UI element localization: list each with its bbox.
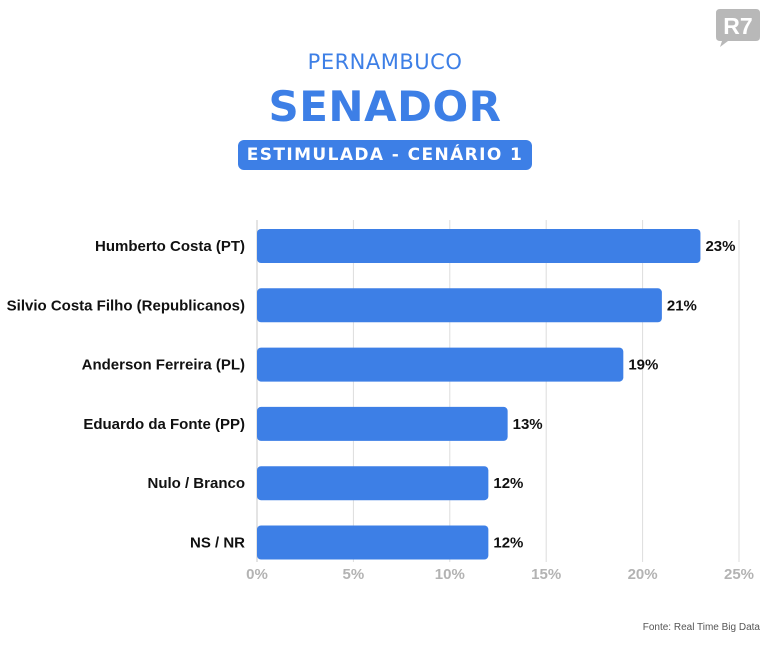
x-tick-label: 10% xyxy=(435,566,465,583)
source-note: Fonte: Real Time Big Data xyxy=(642,622,760,633)
value-label: 12% xyxy=(493,475,523,492)
state-label: PERNAMBUCO xyxy=(307,50,463,74)
bar xyxy=(257,406,508,441)
value-label: 19% xyxy=(628,357,658,374)
x-tick-label: 15% xyxy=(531,566,561,583)
category-label: Nulo / Branco xyxy=(147,475,245,492)
x-tick-label: 0% xyxy=(246,566,268,583)
x-tick-label: 25% xyxy=(724,566,754,583)
r7-logo-text: R7 xyxy=(723,13,752,39)
bar xyxy=(257,525,489,560)
bar xyxy=(257,466,489,501)
bar xyxy=(257,229,701,263)
value-label: 21% xyxy=(667,297,697,314)
category-label: Silvio Costa Filho (Republicanos) xyxy=(7,297,245,314)
x-tick-label: 5% xyxy=(343,566,365,583)
value-label: 12% xyxy=(493,535,523,552)
r7-logo: R7 xyxy=(716,9,760,47)
value-label: 23% xyxy=(705,238,735,255)
bar xyxy=(257,347,624,382)
value-label: 13% xyxy=(513,416,543,433)
category-label: Eduardo da Fonte (PP) xyxy=(83,416,245,433)
scenario-badge: ESTIMULADA - CENÁRIO 1 xyxy=(237,140,533,170)
category-label: NS / NR xyxy=(190,535,245,552)
office-title: SENADOR xyxy=(268,82,502,131)
category-label: Anderson Ferreira (PL) xyxy=(82,357,245,374)
category-label: Humberto Costa (PT) xyxy=(95,238,245,255)
x-tick-label: 20% xyxy=(628,566,658,583)
chart-header: PERNAMBUCO SENADOR ESTIMULADA - CENÁRIO … xyxy=(0,48,770,170)
bar xyxy=(257,288,662,323)
